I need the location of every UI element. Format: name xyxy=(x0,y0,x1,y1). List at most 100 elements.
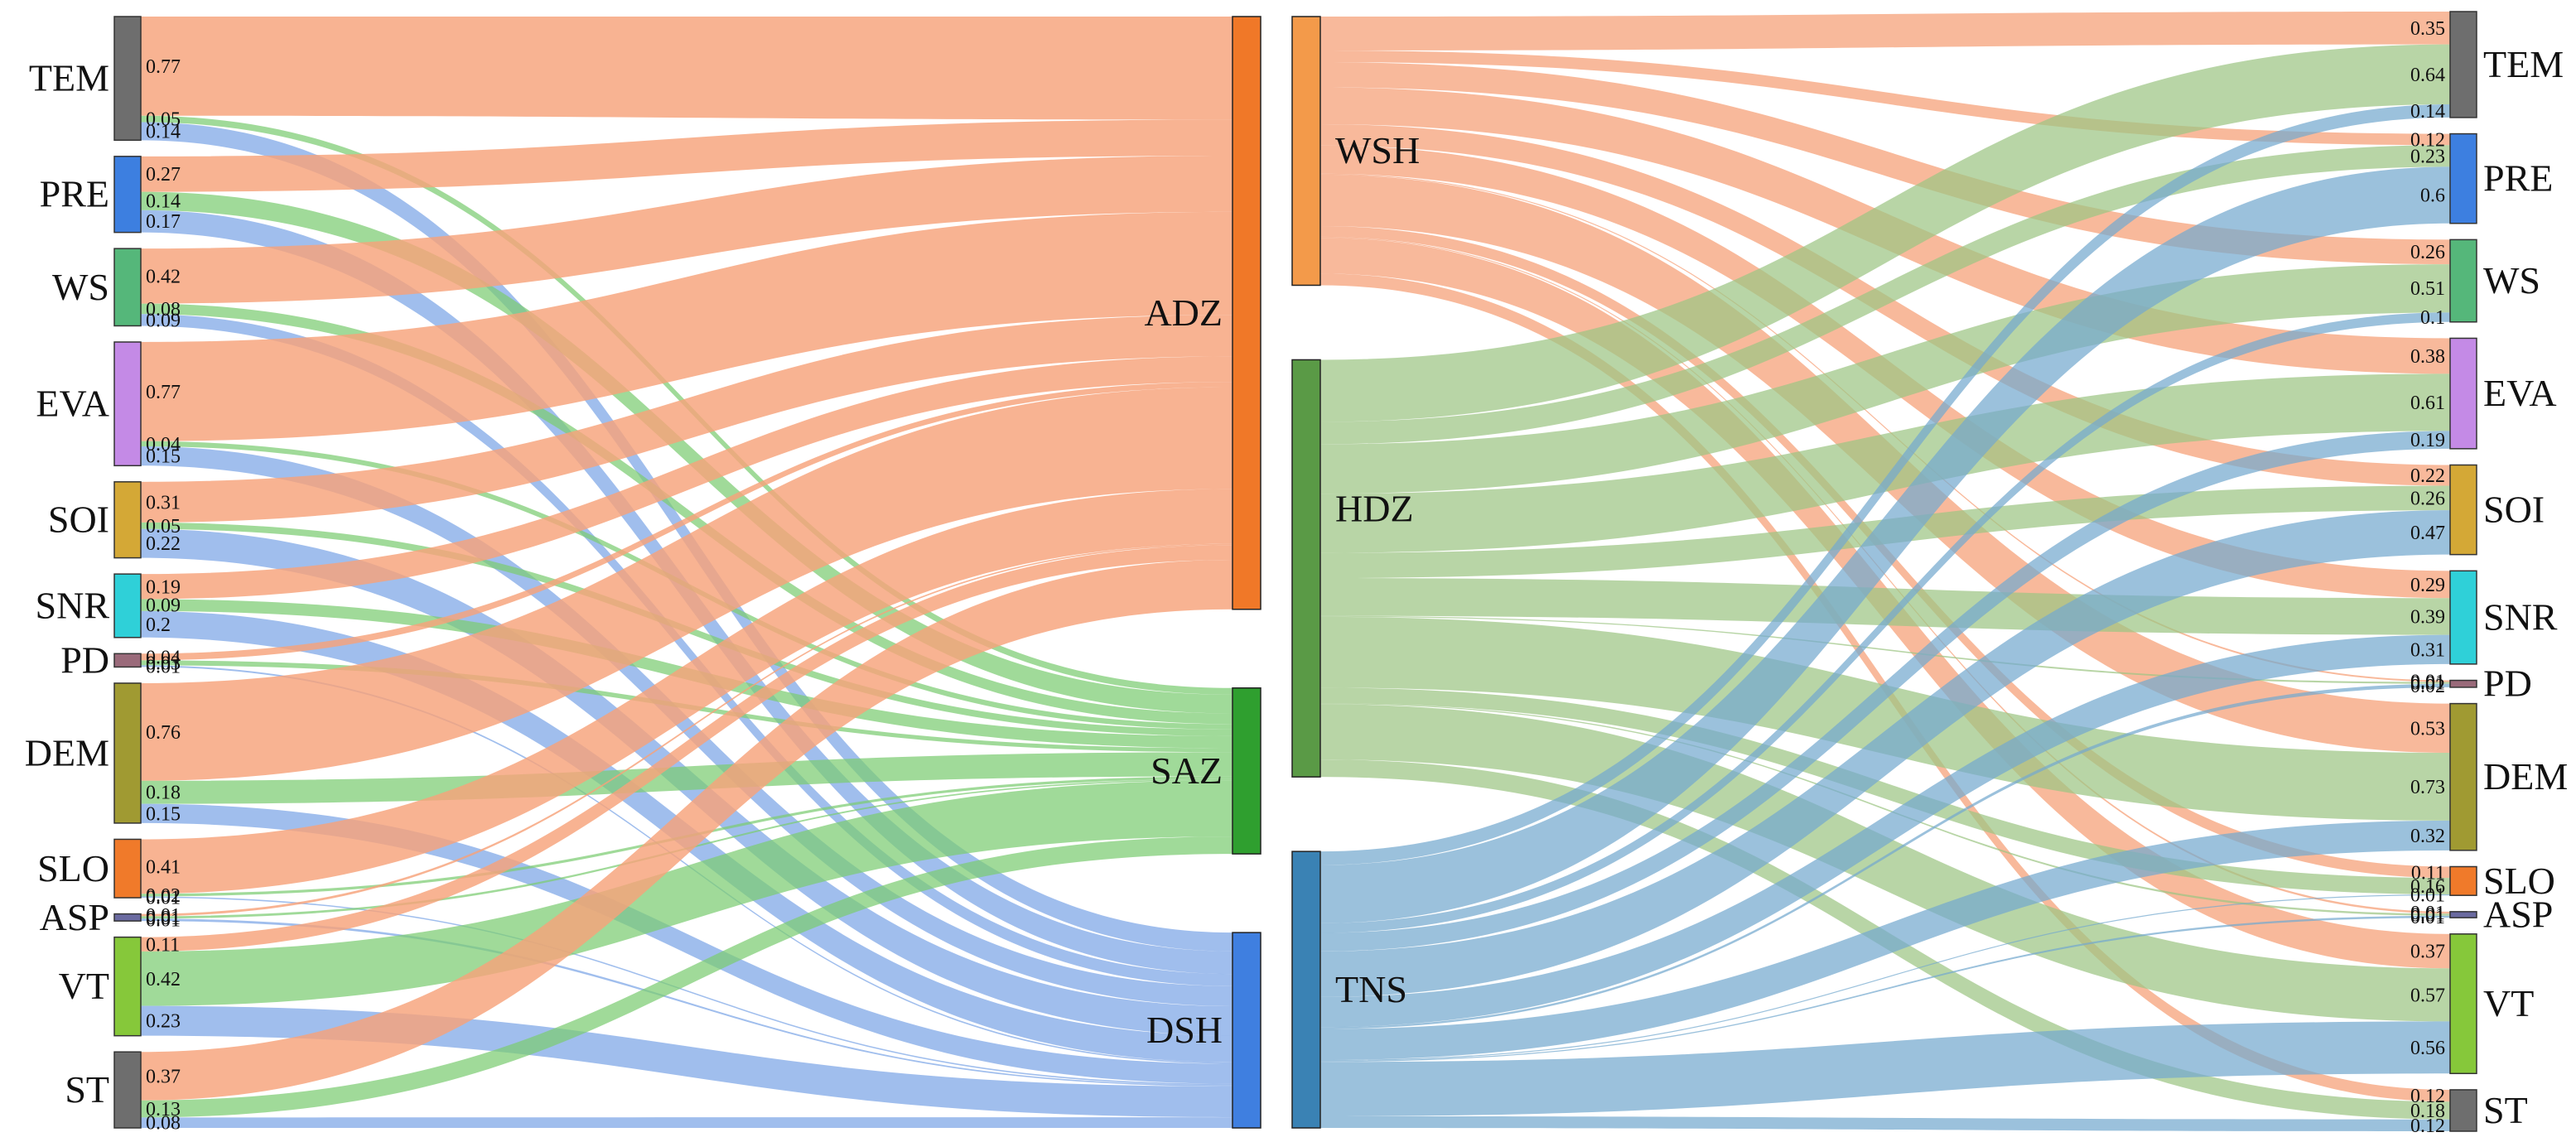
label-left-ws: WS xyxy=(52,266,109,308)
link-snr-adz xyxy=(141,356,1233,600)
node-right-asp xyxy=(2449,911,2477,918)
node-right-st xyxy=(2449,1089,2477,1132)
value-label: 0.03 xyxy=(146,653,181,674)
value-label: 0.17 xyxy=(146,211,181,233)
label-dsh: DSH xyxy=(1146,1009,1223,1051)
link-pre-adz xyxy=(141,119,1233,192)
label-right-soi: SOI xyxy=(2483,489,2545,531)
node-tns xyxy=(1291,850,1321,1129)
node-right-ws xyxy=(2449,239,2477,323)
link-tns-pd xyxy=(1320,683,2450,1029)
value-label: 0.77 xyxy=(146,382,181,403)
value-label: 0.01 xyxy=(2410,907,2445,928)
value-label: 0.12 xyxy=(2410,1086,2445,1107)
link-slo-adz xyxy=(141,489,1233,894)
node-right-slo xyxy=(2449,865,2477,896)
value-label: 0.18 xyxy=(2410,1101,2445,1122)
link-wsh-tem xyxy=(1320,12,2450,51)
node-left-dem xyxy=(113,682,142,824)
link-wsh-pre xyxy=(1320,50,2450,146)
label-left-asp: ASP xyxy=(40,896,109,938)
link-tns-dem xyxy=(1320,820,2450,1061)
link-eva-adz xyxy=(141,211,1233,441)
node-right-soi xyxy=(2449,464,2477,556)
value-label: 0.23 xyxy=(146,1011,181,1033)
value-label: 0.14 xyxy=(146,191,181,213)
label-hdz: HDZ xyxy=(1335,487,1414,529)
link-hdz-ws xyxy=(1320,264,2450,494)
link-tns-vt xyxy=(1320,1021,2450,1116)
right-links xyxy=(1320,12,2450,1131)
value-label: 0.22 xyxy=(2410,465,2445,487)
value-label: 0.01 xyxy=(146,908,181,929)
link-eva-dsh xyxy=(141,446,1233,1006)
value-label: 0.41 xyxy=(146,856,181,878)
link-wsh-pd xyxy=(1320,173,2450,682)
label-right-dem: DEM xyxy=(2483,755,2568,797)
node-saz xyxy=(1232,687,1261,855)
link-st-adz xyxy=(141,559,1233,1101)
value-label: 0.14 xyxy=(146,121,181,142)
link-hdz-pre xyxy=(1320,145,2450,445)
value-label: 0.29 xyxy=(2410,575,2445,596)
value-label: 0.01 xyxy=(146,905,181,927)
value-label: 0.15 xyxy=(146,803,181,825)
value-label: 0.27 xyxy=(146,164,181,186)
value-label: 0.39 xyxy=(2410,606,2445,628)
link-asp-adz xyxy=(141,543,1233,917)
node-left-eva xyxy=(113,341,142,467)
link-dem-saz xyxy=(141,752,1233,804)
value-label: 0.26 xyxy=(2410,242,2445,263)
link-tns-pre xyxy=(1320,166,2450,923)
value-label: 0.61 xyxy=(2410,393,2445,414)
value-label: 0.05 xyxy=(146,516,181,537)
node-left-soi xyxy=(113,481,142,559)
link-hdz-slo xyxy=(1320,687,2450,894)
label-saz: SAZ xyxy=(1151,749,1223,792)
label-adz: ADZ xyxy=(1144,292,1223,334)
link-pd-dsh xyxy=(141,665,1233,1064)
link-tns-st xyxy=(1320,1115,2450,1131)
value-label: 0.13 xyxy=(146,1099,181,1120)
label-left-eva: EVA xyxy=(36,383,109,425)
link-dem-dsh xyxy=(141,803,1233,1084)
label-left-soi: SOI xyxy=(48,499,109,541)
value-label: 0.02 xyxy=(146,885,181,907)
value-label: 0.47 xyxy=(2410,523,2445,544)
value-label: 0.15 xyxy=(146,446,181,468)
label-wsh: WSH xyxy=(1335,129,1420,171)
value-label: 0.18 xyxy=(146,783,181,804)
value-label: 0.23 xyxy=(2410,146,2445,167)
value-label: 0.51 xyxy=(2410,278,2445,300)
link-dem-adz xyxy=(141,387,1233,781)
node-wsh xyxy=(1291,16,1321,287)
value-label: 0.42 xyxy=(146,266,181,287)
label-right-pd: PD xyxy=(2483,663,2532,705)
node-right-snr xyxy=(2449,570,2477,665)
value-label: 0.01 xyxy=(146,887,181,908)
node-right-dem xyxy=(2449,702,2477,851)
node-adz xyxy=(1232,16,1261,610)
node-left-st xyxy=(113,1051,142,1129)
value-label: 0.02 xyxy=(2410,676,2445,697)
value-label: 0.08 xyxy=(146,299,181,320)
label-left-slo: SLO xyxy=(37,847,109,889)
value-label: 0.01 xyxy=(2410,903,2445,924)
link-st-saz xyxy=(141,836,1233,1118)
link-tns-eva xyxy=(1320,431,2450,952)
node-left-slo xyxy=(113,838,142,899)
value-label: 0.42 xyxy=(146,969,181,990)
link-slo-dsh xyxy=(141,896,1233,1086)
link-pre-saz xyxy=(141,191,1233,714)
link-soi-adz xyxy=(141,315,1233,523)
node-right-pd xyxy=(2449,679,2477,688)
link-hdz-snr xyxy=(1320,578,2450,635)
node-left-asp xyxy=(113,913,142,922)
node-left-ws xyxy=(113,248,142,327)
value-label: 0.01 xyxy=(2410,672,2445,693)
value-label: 0.01 xyxy=(2410,905,2445,927)
label-right-snr: SNR xyxy=(2483,596,2558,638)
value-label: 0.01 xyxy=(2410,673,2445,695)
value-label: 0.09 xyxy=(146,310,181,331)
